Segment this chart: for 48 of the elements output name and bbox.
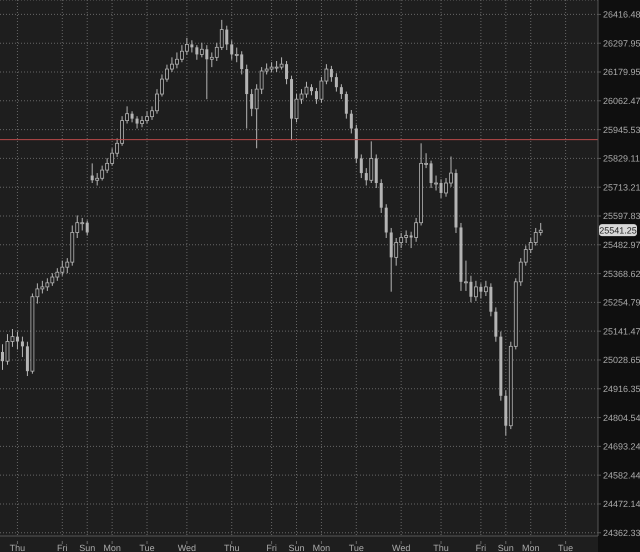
candlestick bbox=[90, 162, 94, 184]
y-tick-label: 25482.97 bbox=[603, 240, 640, 250]
candlestick bbox=[200, 42, 204, 58]
candlestick bbox=[20, 336, 24, 358]
y-tick-label: 24362.33 bbox=[603, 528, 640, 538]
x-tick-label: Mon bbox=[522, 543, 540, 552]
x-tick-label: Thu bbox=[10, 543, 26, 552]
annotation: 25541.25 bbox=[599, 226, 637, 236]
y-tick-label: 25945.53 bbox=[603, 124, 640, 135]
x-tick-label: Sun bbox=[79, 543, 96, 552]
x-tick-label: Sun bbox=[498, 543, 514, 552]
x-tick-label: Thu bbox=[433, 543, 449, 552]
x-tick-label: Sun bbox=[288, 543, 305, 552]
x-tick-label: Tue bbox=[139, 543, 155, 552]
x-tick-label: Fri bbox=[476, 543, 486, 552]
candlestick bbox=[344, 91, 348, 120]
y-tick-label: 25028.65 bbox=[603, 355, 640, 366]
y-tick-label: 24804.54 bbox=[603, 412, 640, 423]
y-tick-label: 25597.83 bbox=[603, 211, 640, 222]
y-tick-label: 24582.44 bbox=[603, 470, 640, 480]
x-tick-label: Tue bbox=[558, 543, 574, 552]
y-tick-label: 24472.14 bbox=[603, 499, 640, 510]
y-tick-label: 25254.79 bbox=[603, 298, 640, 308]
y-tick-label: 25141.47 bbox=[603, 326, 640, 336]
candlestick bbox=[334, 72, 338, 92]
y-tick-label: 26062.47 bbox=[603, 96, 640, 106]
x-tick-label: Mon bbox=[103, 543, 121, 552]
candlestick bbox=[369, 140, 374, 184]
x-tick-label: Wed bbox=[178, 543, 196, 552]
x-tick-label: Wed bbox=[392, 543, 410, 552]
y-tick-label: 25368.62 bbox=[603, 268, 640, 279]
x-tick-label: Mon bbox=[312, 543, 330, 552]
y-tick-label: 24916.35 bbox=[603, 384, 640, 394]
x-tick-label: Fri bbox=[57, 543, 68, 552]
candlestick bbox=[340, 84, 343, 100]
y-tick-label: 24693.24 bbox=[603, 442, 640, 452]
y-tick-label: 26297.95 bbox=[603, 38, 640, 48]
x-tick-label: Fri bbox=[266, 543, 277, 552]
candlestick bbox=[230, 40, 234, 60]
x-tick-label: Thu bbox=[224, 543, 240, 552]
candlestick bbox=[225, 25, 228, 51]
y-tick-label: 26179.95 bbox=[603, 67, 640, 78]
x-tick-label: Tue bbox=[348, 543, 364, 552]
y-tick-label: 26416.48 bbox=[603, 10, 640, 20]
candlestick bbox=[350, 110, 353, 134]
y-tick-label: 25713.21 bbox=[603, 182, 640, 192]
candlestick bbox=[360, 154, 363, 179]
y-tick-label: 25829.11 bbox=[603, 154, 640, 164]
